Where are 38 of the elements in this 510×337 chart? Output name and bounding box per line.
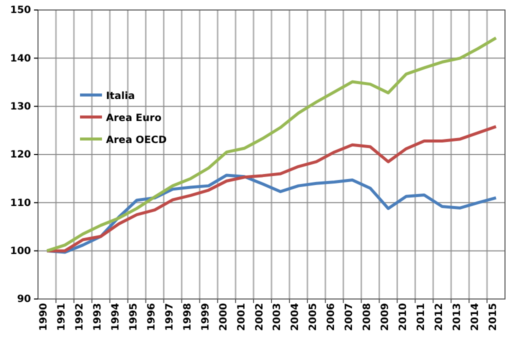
x-tick-label: 2000 xyxy=(218,302,230,331)
x-tick-label: 2014 xyxy=(470,302,481,331)
x-tick-label: 1994 xyxy=(110,302,122,331)
x-tick-label: 1993 xyxy=(92,302,104,331)
y-tick-label: 150 xyxy=(10,5,32,16)
x-tick-label: 2007 xyxy=(344,302,356,331)
line-series xyxy=(45,36,498,252)
x-tick-label: 2006 xyxy=(326,302,338,331)
x-tick-label: 1998 xyxy=(182,302,194,331)
y-tick-label: 90 xyxy=(17,294,32,306)
x-tick-label: 2002 xyxy=(254,302,266,331)
x-tick-label: 1999 xyxy=(200,302,212,331)
y-tick-label: 140 xyxy=(10,53,32,64)
line-series xyxy=(45,125,498,252)
x-tick-label: 2004 xyxy=(290,302,302,331)
x-tick-label: 2005 xyxy=(308,302,320,331)
x-tick-label: 2012 xyxy=(434,302,445,331)
x-tick-label: 1992 xyxy=(74,302,86,331)
x-tick-label: 2003 xyxy=(272,302,284,331)
y-tick-label: 120 xyxy=(10,150,32,161)
y-tick-label: 100 xyxy=(10,246,32,258)
x-tick-label: 1995 xyxy=(128,302,140,331)
y-tick-label: 130 xyxy=(10,102,32,113)
legend-label: Area OECD xyxy=(106,135,167,146)
x-tick-label: 2001 xyxy=(236,302,248,331)
y-tick-label: 110 xyxy=(10,198,32,209)
legend-label: Italia xyxy=(106,91,135,102)
x-tick-label: 2011 xyxy=(416,302,427,331)
x-tick-label: 1990 xyxy=(38,302,50,331)
x-tick-label: 1991 xyxy=(56,302,68,331)
x-tick-label: 2015 xyxy=(488,302,499,331)
x-tick-label: 1997 xyxy=(164,302,176,331)
x-tick-label: 2013 xyxy=(452,302,463,331)
x-tick-label: 2010 xyxy=(398,302,409,331)
legend-label: Area Euro xyxy=(106,113,162,124)
x-tick-label: 2008 xyxy=(362,302,374,331)
x-tick-label: 1996 xyxy=(146,302,158,331)
x-tick-label: 2009 xyxy=(380,302,391,331)
